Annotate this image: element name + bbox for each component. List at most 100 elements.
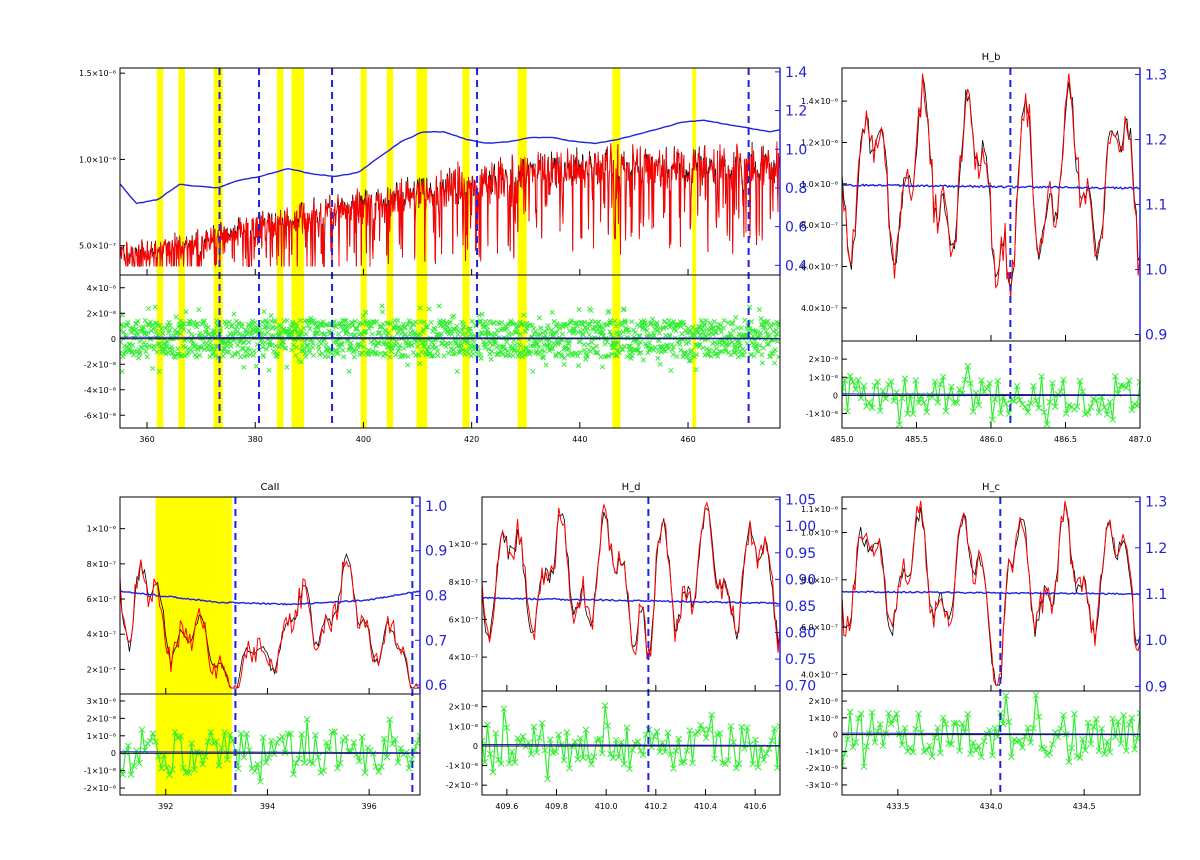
residual-y-tick-label: -1×10⁻⁸ (84, 767, 116, 776)
y-tick-label: 1.2×10⁻⁶ (801, 138, 838, 147)
residual-line (482, 705, 780, 779)
residual-mean-line (482, 743, 780, 746)
y-tick-label: 1×10⁻⁶ (449, 540, 478, 549)
masked-region (416, 68, 428, 428)
x-tick-label: 487.0 (1129, 435, 1152, 444)
continuum-curve (842, 183, 1140, 190)
y-right-tick-label: 0.80 (785, 626, 816, 642)
x-tick-label: 485.5 (905, 435, 928, 444)
residual-y-tick-label: -1×10⁻⁸ (806, 747, 838, 756)
panel-title: H_b (982, 52, 1001, 63)
residual-y-tick-label: 2×10⁻⁸ (449, 703, 478, 712)
residual-y-tick-label: 1×10⁻⁸ (809, 373, 838, 382)
y-right-tick-label: 1.0 (1145, 633, 1167, 649)
residual-frame (119, 274, 781, 429)
residual-y-tick-label: -2×10⁻⁸ (84, 784, 116, 793)
x-tick-label: 410.6 (744, 802, 767, 811)
panel-title: H_c (982, 482, 1000, 493)
y-right-tick-label: 0.70 (785, 679, 816, 695)
residual-y-tick-label: -4×10⁻⁸ (84, 386, 116, 395)
residual-y-tick-label: 3×10⁻⁸ (87, 697, 116, 706)
x-tick-label: 486.5 (1054, 435, 1077, 444)
y-tick-label: 5.0×10⁻⁷ (79, 242, 116, 251)
y-tick-label: 2×10⁻⁷ (87, 665, 116, 674)
y-tick-label: 1.0×10⁻⁶ (79, 155, 116, 164)
residual-mean-line (120, 336, 780, 339)
y-tick-label: 4.0×10⁻⁷ (801, 670, 838, 679)
continuum-curve (482, 596, 780, 605)
y-tick-label: 6.0×10⁻⁷ (801, 263, 838, 272)
masked-region (386, 68, 394, 428)
residual-points (120, 715, 420, 785)
continuum-curve (120, 119, 780, 205)
x-tick-label: 434.5 (1073, 802, 1096, 811)
residual-mean-line (842, 393, 1140, 396)
y-tick-label: 6.0×10⁻⁷ (801, 623, 838, 632)
y-right-tick-label: 1.3 (1145, 68, 1167, 84)
residual-y-tick-label: 2×10⁻⁸ (87, 714, 116, 723)
model-spectrum (120, 141, 780, 267)
y-right-tick-label: 0.9 (1145, 328, 1167, 344)
x-tick-label: 400 (356, 435, 371, 444)
residual-y-tick-label: -6×10⁻⁸ (84, 411, 116, 420)
residual-y-tick-label: -2×10⁻⁸ (84, 360, 116, 369)
residual-y-tick-label: 0 (111, 749, 116, 758)
plot-area-full (120, 68, 780, 428)
y-right-tick-label: 0.9 (425, 544, 447, 560)
residual-y-tick-label: 1×10⁻⁸ (87, 732, 116, 741)
residual-markers (842, 362, 1140, 428)
residual-y-tick-label: 0 (111, 335, 116, 344)
x-tick-label: 409.8 (545, 802, 568, 811)
x-tick-label: 410.2 (644, 802, 667, 811)
y-right-tick-label: 0.85 (785, 599, 816, 615)
residual-y-tick-label: -1×10⁻⁸ (806, 410, 838, 419)
x-tick-label: 434.0 (980, 802, 1003, 811)
y-right-tick-label: 1.2 (785, 104, 807, 120)
y-tick-label: 6×10⁻⁷ (449, 615, 478, 624)
continuum-curve (842, 590, 1140, 596)
residual-y-tick-label: 2×10⁻⁸ (87, 309, 116, 318)
x-tick-label: 394 (260, 802, 275, 811)
residual-y-tick-label: 0 (473, 742, 478, 751)
masked-region (612, 68, 621, 428)
x-tick-label: 380 (248, 435, 263, 444)
residual-y-tick-label: -1×10⁻⁸ (446, 762, 478, 771)
masked-region (213, 68, 223, 428)
y-right-tick-label: 1.4 (785, 65, 807, 81)
y-tick-label: 8×10⁻⁷ (87, 560, 116, 569)
y-right-tick-label: 1.05 (785, 493, 816, 509)
model-spectrum (482, 501, 780, 660)
panel-title: H_d (622, 482, 641, 493)
y-right-tick-label: 0.4 (785, 258, 807, 274)
residual-markers (120, 715, 420, 785)
masked-region (692, 68, 697, 428)
x-tick-label: 420 (464, 435, 479, 444)
y-tick-label: 1.4×10⁻⁶ (801, 97, 838, 106)
y-right-tick-label: 0.90 (785, 572, 816, 588)
x-tick-label: 460 (680, 435, 695, 444)
y-tick-label: 1×10⁻⁶ (87, 525, 116, 534)
y-tick-label: 4×10⁻⁷ (449, 653, 478, 662)
panel-hb: 4.0×10⁻⁷ 6.0×10⁻⁷ 8.0×10⁻⁷ 1.0×10⁻⁶ 1.2×10⁻⁶… (801, 52, 1167, 444)
y-right-tick-label: 1.0 (785, 142, 807, 158)
residual-y-tick-label: -2×10⁻⁸ (806, 764, 838, 773)
y-right-tick-label: 1.3 (1145, 495, 1167, 511)
residual-points (842, 691, 1140, 771)
y-right-tick-label: 1.0 (425, 499, 447, 515)
y-tick-label: 1.1×10⁻⁶ (801, 505, 838, 514)
y-right-tick-label: 1.1 (1145, 587, 1167, 603)
residual-mean-line (842, 732, 1140, 735)
continuum-curve (120, 589, 420, 606)
y-tick-label: 1.0×10⁻⁶ (801, 528, 838, 537)
y-right-tick-label: 1.1 (1145, 198, 1167, 214)
y-tick-label: 6×10⁻⁷ (87, 595, 116, 604)
residual-y-tick-label: 0 (833, 391, 838, 400)
y-right-tick-label: 0.6 (785, 220, 807, 236)
residual-y-tick-label: 2×10⁻⁸ (809, 355, 838, 364)
residual-frame (119, 693, 421, 796)
y-right-tick-label: 1.2 (1145, 133, 1167, 149)
y-tick-label: 4×10⁻⁷ (87, 630, 116, 639)
y-tick-label: 8.0×10⁻⁷ (801, 576, 838, 585)
y-right-tick-label: 1.2 (1145, 541, 1167, 557)
